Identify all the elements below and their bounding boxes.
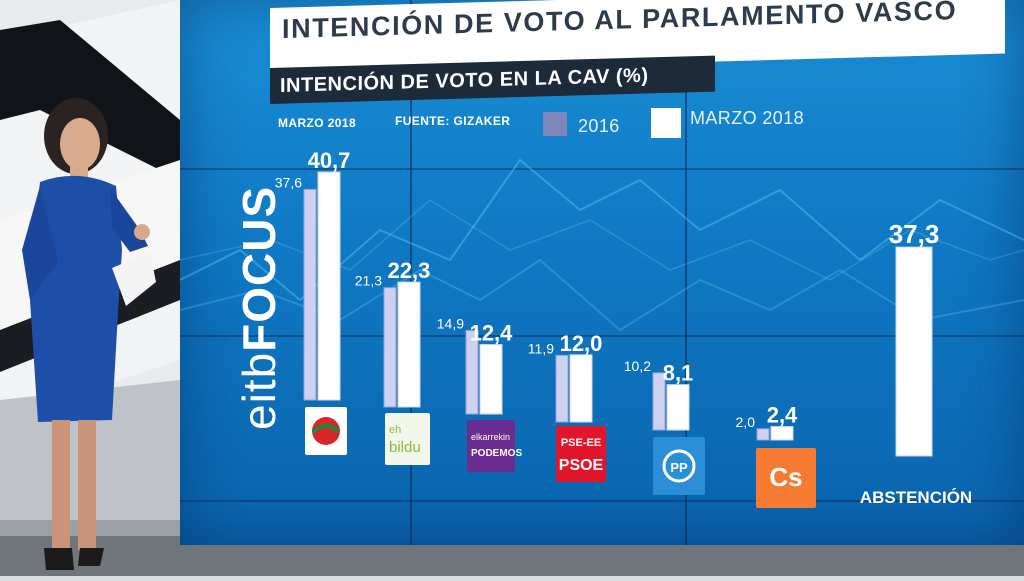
bar-2016: [555, 354, 569, 423]
podemos-logo-text: PODEMOS: [471, 448, 522, 459]
party-logo: [756, 448, 816, 508]
bar-2018: [397, 281, 421, 408]
bar-2018: [895, 246, 933, 457]
value-label-2016: 2,0: [736, 414, 756, 430]
presenter: [22, 98, 156, 570]
value-label-2018: 2,4: [767, 403, 798, 428]
bar-2018: [569, 354, 593, 423]
psoe-logo-text: PSOE: [559, 457, 604, 474]
ebildu-logo-text: eh: [389, 424, 401, 436]
bar-2016: [756, 428, 770, 441]
source-label: FUENTE: GIZAKER: [395, 114, 511, 128]
bar-2018: [770, 426, 794, 441]
value-label-2018: 37,3: [889, 219, 940, 249]
party-logo: [385, 413, 430, 465]
value-label-2016: 14,9: [437, 316, 464, 332]
bar-2016: [383, 287, 397, 408]
bar-2016: [652, 372, 666, 431]
value-label-2018: 12,0: [560, 331, 603, 356]
pnv-logo-stripe: [311, 424, 341, 434]
legend-label-2018: MARZO 2018: [690, 108, 805, 128]
value-label-2016: 37,6: [275, 174, 302, 190]
value-label-2016: 11,9: [528, 340, 554, 356]
value-label-2016: 10,2: [624, 358, 651, 374]
value-label-2018: 8,1: [663, 361, 694, 386]
value-label-2016: 21,3: [355, 273, 382, 289]
bar-2016: [303, 188, 317, 401]
legend-label-2016: 2016: [578, 116, 620, 136]
value-label-2018: 22,3: [388, 258, 431, 283]
party-logo: [556, 426, 606, 482]
abstention-label: ABSTENCIÓN: [860, 488, 972, 507]
ebildu-logo-text: bildu: [389, 439, 421, 456]
pnv-logo-icon: [312, 417, 340, 445]
psoe-logo-text: PSE-EE: [561, 437, 601, 449]
bar-2018: [317, 171, 341, 401]
podemos-logo-text: elkarrekin: [471, 432, 510, 442]
date-label: MARZO 2018: [278, 116, 357, 130]
pp-logo-icon: [662, 449, 696, 483]
bar-2018: [666, 384, 690, 431]
value-label-2018: 40,7: [308, 148, 351, 173]
legend-swatch-2016: [543, 112, 567, 136]
legend-swatch-2018: [651, 108, 681, 138]
pp-logo-text: PP: [670, 460, 688, 475]
party-logo: [467, 420, 515, 472]
cs-logo-text: Cs: [769, 462, 802, 492]
bar-2018: [479, 344, 503, 415]
party-logo: [653, 437, 705, 495]
value-label-2018: 12,4: [470, 321, 514, 346]
bar-2016: [465, 330, 479, 415]
